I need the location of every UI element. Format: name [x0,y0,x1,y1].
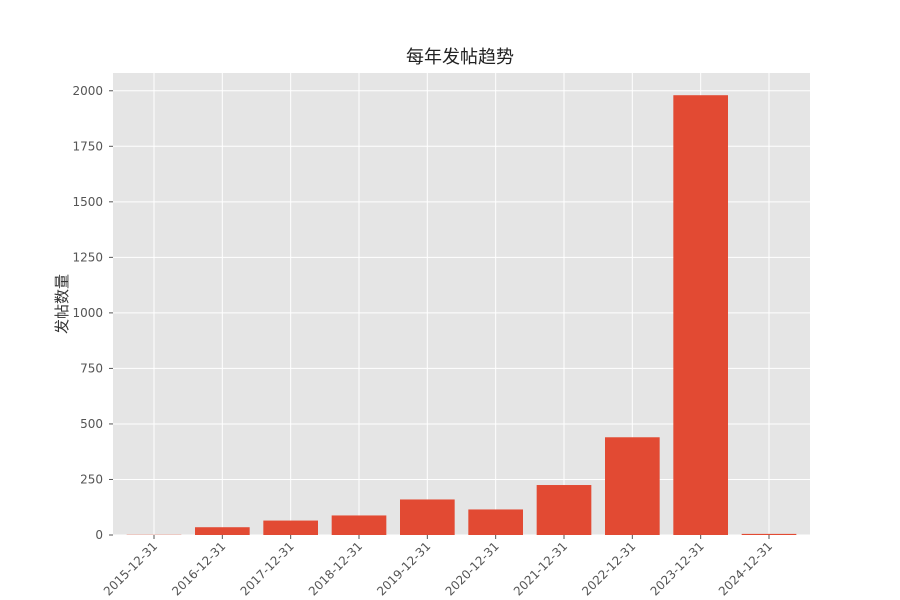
x-tick-label: 2023-12-31 [648,539,707,598]
x-tick-label: 2018-12-31 [306,539,365,598]
bar [536,485,592,535]
bar [605,437,660,535]
x-tick-label: 2017-12-31 [238,539,297,598]
x-tick-label: 2021-12-31 [511,539,570,598]
bar [195,527,250,535]
bar [331,515,387,535]
y-axis-ticks: 0 250 500 750 1000 1250 1500 1750 2000 [72,84,113,542]
x-tick-label: 2015-12-31 [101,539,160,598]
x-tick-label: 2022-12-31 [579,539,638,598]
y-tick-label: 0 [95,528,103,542]
bar [263,520,318,535]
bar [400,499,455,535]
y-tick-label: 250 [80,472,103,486]
bar [673,95,728,535]
chart-title: 每年发帖趋势 [406,47,514,68]
y-tick-label: 500 [80,417,103,431]
x-tick-label: 2016-12-31 [169,539,228,598]
x-tick-label: 2019-12-31 [374,539,433,598]
y-tick-label: 1500 [72,195,103,209]
bar [468,509,523,535]
y-tick-label: 1250 [72,250,103,264]
y-axis-label: 发帖数量 [53,274,71,334]
y-tick-label: 1000 [72,306,103,320]
bars [126,95,797,535]
bar [741,533,797,535]
x-tick-label: 2020-12-31 [443,539,502,598]
x-axis-ticks: 2015-12-31 2016-12-31 2017-12-31 2018-12-31… [101,535,775,598]
x-tick-label: 2024-12-31 [716,539,775,598]
y-tick-label: 1750 [72,139,103,153]
y-tick-label: 750 [80,361,103,375]
grid [113,73,810,536]
y-tick-label: 2000 [72,84,103,98]
